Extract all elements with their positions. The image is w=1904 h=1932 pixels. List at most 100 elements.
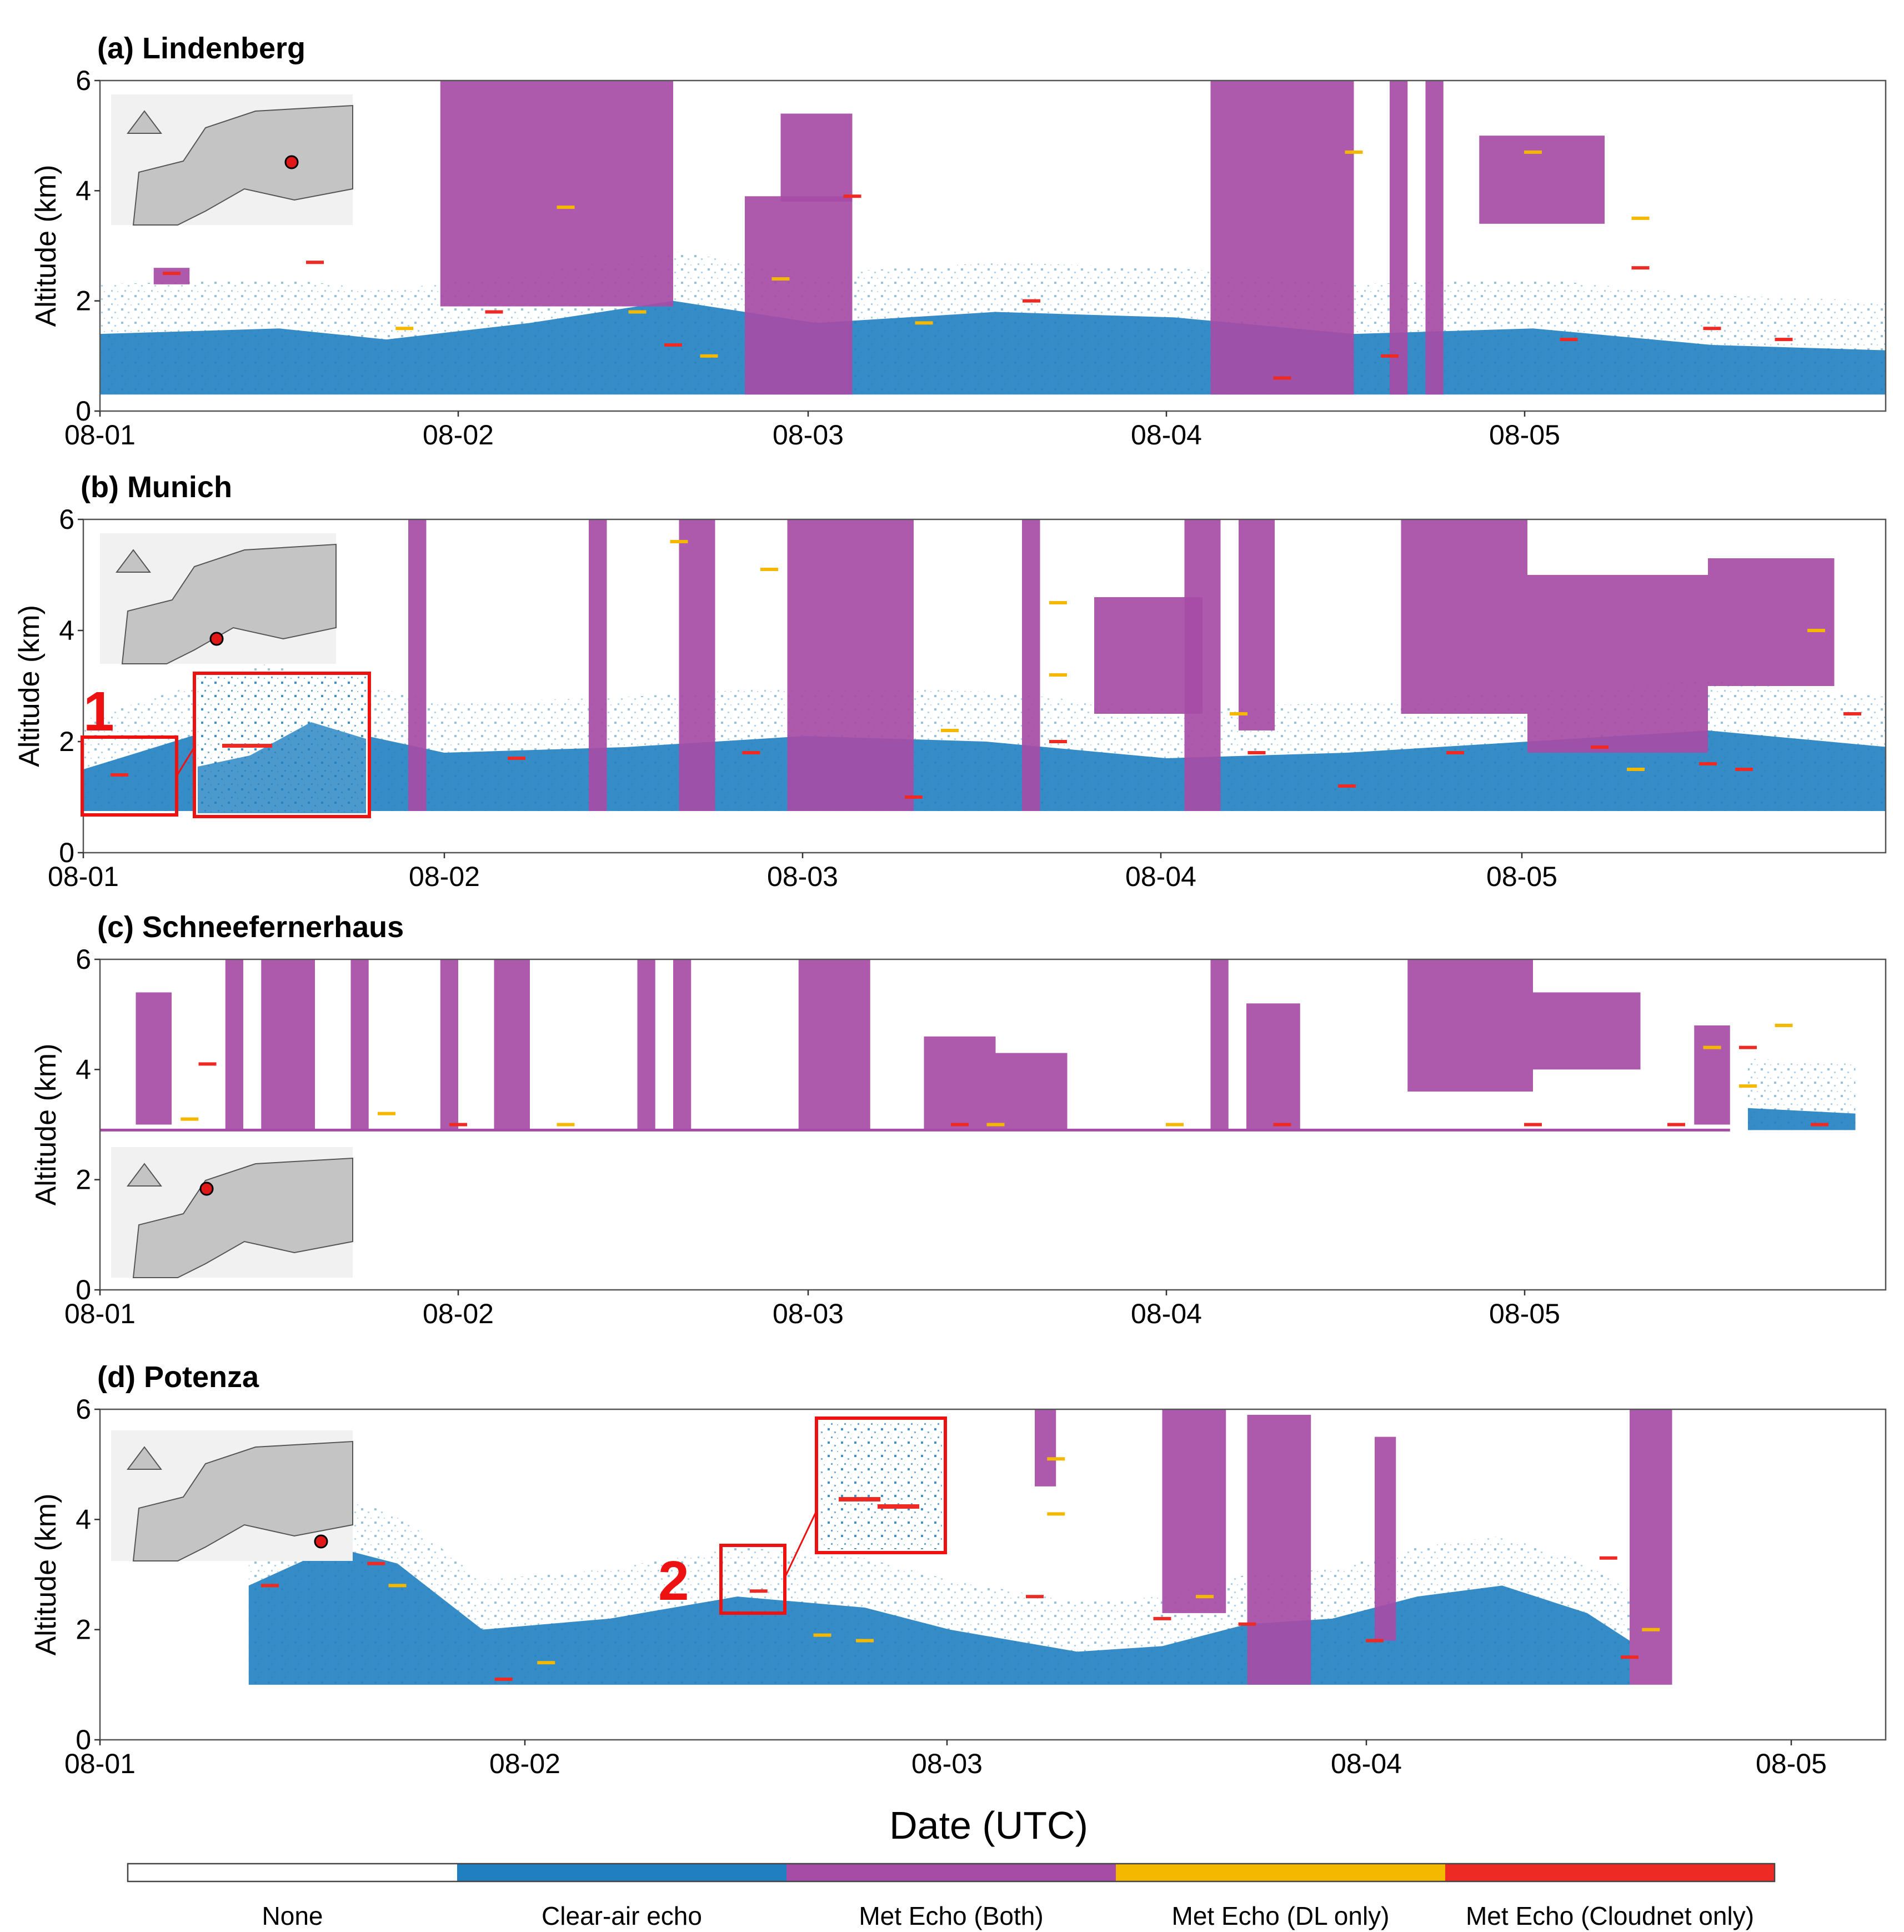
met-echo-cloudnet-mark — [749, 1589, 768, 1593]
met-echo-cloudnet-mark — [951, 1123, 969, 1127]
met-echo-dl-mark — [760, 568, 778, 571]
met-echo-both-column — [1239, 519, 1275, 730]
met-echo-cloudnet-mark — [494, 1677, 513, 1681]
x-tick-label: 08-01 — [48, 861, 119, 892]
met-echo-both-column — [153, 268, 190, 284]
met-echo-dl-mark — [557, 206, 575, 209]
zoom-cloudnet-mark — [222, 744, 272, 748]
met-echo-dl-mark — [1807, 629, 1825, 632]
x-tick-label: 08-02 — [409, 861, 480, 892]
x-tick-label: 08-02 — [423, 1298, 494, 1329]
met-echo-dl-mark — [856, 1639, 874, 1643]
met-echo-cloudnet-mark — [1524, 1123, 1542, 1127]
x-tick-label: 08-04 — [1131, 419, 1202, 451]
met-echo-cloudnet-mark — [905, 795, 923, 799]
met-echo-cloudnet-mark — [367, 1561, 385, 1565]
met-echo-dl-mark — [1049, 601, 1067, 604]
met-echo-cloudnet-mark — [1238, 1622, 1256, 1626]
map-island — [127, 1163, 162, 1187]
panel-title: (c) Schneefernerhaus — [97, 910, 404, 944]
x-tick-label: 08-05 — [1486, 861, 1557, 892]
met-echo-dl-mark — [986, 1123, 1005, 1127]
y-tick-label: 4 — [76, 175, 91, 206]
met-echo-dl-mark — [1345, 150, 1363, 154]
met-echo-dl-mark — [537, 1661, 555, 1665]
met-echo-cloudnet-mark — [1631, 266, 1650, 270]
met-echo-cloudnet-mark — [1153, 1616, 1171, 1620]
zoom-source-box — [719, 1544, 786, 1615]
met-echo-both-column — [1694, 1025, 1730, 1125]
location-map-inset — [111, 1430, 353, 1561]
y-tick-label: 2 — [76, 1614, 91, 1645]
callout-label: 1 — [83, 680, 114, 743]
met-echo-cloudnet-mark — [843, 194, 861, 198]
met-echo-dl-mark — [915, 321, 933, 325]
x-tick-label: 08-01 — [64, 1298, 136, 1329]
plot-marks — [100, 959, 1856, 1132]
met-echo-both-column — [440, 959, 458, 1130]
met-echo-cloudnet-mark — [1667, 1123, 1685, 1127]
location-map-inset — [100, 533, 337, 664]
y-tick-label: 2 — [76, 286, 91, 317]
met-echo-both-column — [1708, 558, 1835, 686]
met-echo-both-column — [787, 519, 914, 811]
site-location-dot — [314, 1534, 328, 1549]
met-echo-cloudnet-mark — [261, 1584, 279, 1588]
met-echo-cloudnet-mark — [1273, 1123, 1291, 1127]
y-tick-label: 6 — [76, 1394, 91, 1425]
met-echo-cloudnet-mark — [1381, 354, 1399, 358]
x-tick-label: 08-02 — [423, 419, 494, 451]
legend-swatch — [1445, 1864, 1775, 1881]
x-tick-label: 08-02 — [489, 1748, 560, 1779]
legend-label: Met Echo (DL only) — [1172, 1901, 1390, 1930]
met-echo-both-column — [1184, 519, 1221, 811]
met-echo-cloudnet-mark — [664, 343, 682, 347]
legend: None Clear-air echo Met Echo (Both) Met Ech… — [127, 1863, 1776, 1930]
met-echo-both-column — [995, 1053, 1068, 1130]
x-axis-label: Date (UTC) — [889, 1804, 1088, 1847]
met-echo-cloudnet-mark — [163, 272, 181, 276]
met-echo-dl-mark — [1524, 150, 1542, 154]
met-echo-cloudnet-mark — [111, 773, 128, 777]
axes-frame — [82, 518, 1887, 854]
met-echo-both-column — [261, 959, 315, 1130]
met-echo-cloudnet-mark — [1247, 751, 1266, 754]
met-echo-both-column — [1527, 575, 1708, 753]
legend-label: Clear-air echo — [542, 1901, 702, 1930]
met-echo-dl-mark — [1703, 1045, 1721, 1049]
legend-swatch — [786, 1864, 1116, 1881]
met-echo-cloudnet-mark — [1338, 784, 1356, 788]
legend-frame — [127, 1863, 1776, 1883]
site-location-dot — [284, 155, 299, 169]
x-tick-label: 08-05 — [1489, 1298, 1560, 1329]
met-echo-both-column — [1630, 1409, 1672, 1685]
clear-air-echo-area — [83, 714, 1886, 811]
met-echo-dl-mark — [395, 327, 414, 331]
met-echo-dl-mark — [1047, 1512, 1065, 1516]
met-echo-cloudnet-mark — [1811, 1123, 1828, 1127]
met-echo-dl-mark — [628, 310, 647, 314]
panels: (a) Lindenberg 0 2 4 6 Altitude (km) 08-01 08-0… — [13, 32, 1887, 1779]
met-echo-both-column — [1375, 1437, 1396, 1641]
met-echo-both-column — [1533, 992, 1641, 1070]
met-echo-cloudnet-mark — [485, 310, 503, 314]
panel-4: (d) Potenza 0 2 4 6 Altitude (km) 08-01 08-02 08… — [30, 1360, 1887, 1779]
map-land — [132, 104, 353, 226]
y-tick-label: 6 — [76, 65, 91, 96]
met-echo-dl-mark — [557, 1123, 575, 1127]
met-echo-dl-mark — [813, 1633, 831, 1637]
met-echo-both-column — [679, 519, 715, 811]
y-tick-label: 4 — [76, 1504, 91, 1535]
x-tick-label: 08-03 — [773, 1298, 844, 1329]
met-echo-both-column — [637, 959, 655, 1130]
met-echo-dl-mark — [700, 354, 718, 358]
y-tick-label: 4 — [59, 615, 74, 646]
panel-title: (b) Munich — [81, 471, 232, 504]
met-echo-both-column — [745, 196, 853, 395]
y-tick-label: 0 — [76, 396, 91, 427]
panel-2: (b) Munich 0 2 4 6 Altitude (km) 08-01 08-02 08-… — [13, 471, 1887, 892]
met-echo-dl-mark — [1196, 1595, 1214, 1599]
plot-marks — [248, 1409, 1672, 1685]
legend-label: Met Echo (Both) — [859, 1901, 1043, 1930]
